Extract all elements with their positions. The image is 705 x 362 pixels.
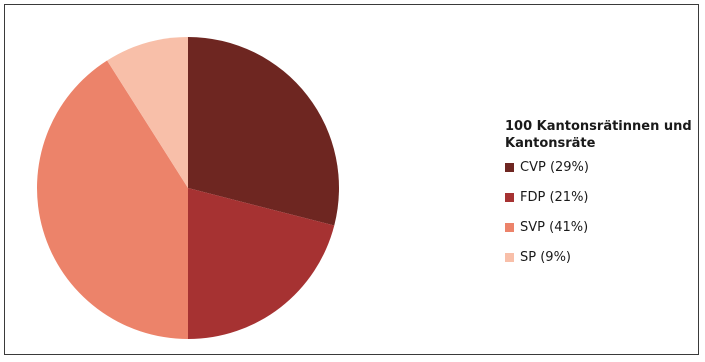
legend-swatch-fdp [505, 192, 514, 202]
legend-label-svp: SVP (41%) [520, 219, 589, 235]
pie-slice-fdp [188, 188, 335, 339]
legend-label-cvp: CVP (29%) [520, 159, 589, 175]
legend-swatch-svp [505, 222, 514, 232]
pie-chart [37, 37, 340, 339]
legend-item-sp: SP (9%) [505, 247, 695, 267]
legend: 100 Kantonsrätinnen und Kantonsräte CVP … [505, 118, 695, 277]
legend-swatch-sp [505, 252, 514, 262]
legend-label-fdp: FDP (21%) [520, 189, 589, 205]
pie-slice-sp [107, 37, 188, 188]
legend-swatch-cvp [505, 162, 514, 172]
legend-item-svp: SVP (41%) [505, 217, 695, 237]
legend-title: 100 Kantonsrätinnen und Kantonsräte [505, 119, 692, 151]
pie-slice-cvp [188, 37, 340, 226]
legend-item-cvp: CVP (29%) [505, 157, 695, 177]
chart-frame: 100 Kantonsrätinnen und Kantonsräte CVP … [4, 4, 699, 355]
legend-item-fdp: FDP (21%) [505, 187, 695, 207]
legend-label-sp: SP (9%) [520, 249, 571, 265]
pie-slice-svp [37, 60, 188, 339]
